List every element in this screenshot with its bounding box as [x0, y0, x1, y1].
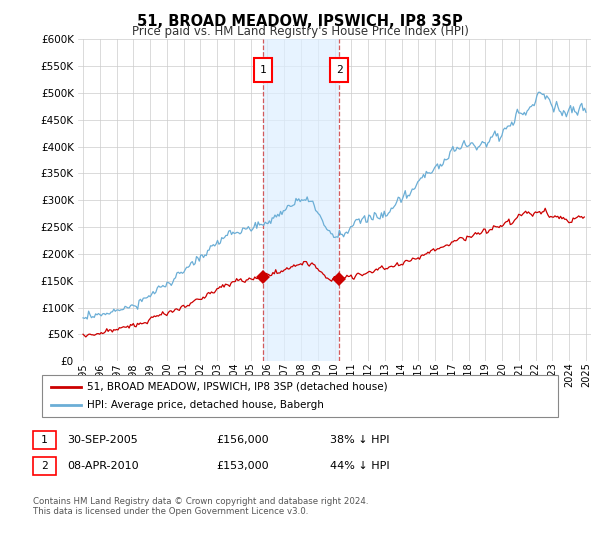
Text: 2: 2 [41, 461, 48, 471]
Text: 1: 1 [41, 435, 48, 445]
Text: £153,000: £153,000 [216, 461, 269, 471]
Text: 38% ↓ HPI: 38% ↓ HPI [330, 435, 389, 445]
Text: 51, BROAD MEADOW, IPSWICH, IP8 3SP (detached house): 51, BROAD MEADOW, IPSWICH, IP8 3SP (deta… [87, 382, 388, 392]
Text: 08-APR-2010: 08-APR-2010 [67, 461, 139, 471]
Bar [254, 58, 272, 82]
Bar [330, 58, 348, 82]
Text: £156,000: £156,000 [216, 435, 269, 445]
Text: 2: 2 [335, 65, 343, 75]
Text: 30-SEP-2005: 30-SEP-2005 [67, 435, 138, 445]
Text: 44% ↓ HPI: 44% ↓ HPI [330, 461, 389, 471]
Text: 1: 1 [260, 65, 266, 75]
Text: 51, BROAD MEADOW, IPSWICH, IP8 3SP: 51, BROAD MEADOW, IPSWICH, IP8 3SP [137, 14, 463, 29]
Text: Price paid vs. HM Land Registry's House Price Index (HPI): Price paid vs. HM Land Registry's House … [131, 25, 469, 38]
Text: Contains HM Land Registry data © Crown copyright and database right 2024.: Contains HM Land Registry data © Crown c… [33, 497, 368, 506]
Bar [263, 39, 339, 361]
Text: HPI: Average price, detached house, Babergh: HPI: Average price, detached house, Babe… [87, 400, 324, 410]
Text: This data is licensed under the Open Government Licence v3.0.: This data is licensed under the Open Gov… [33, 507, 308, 516]
